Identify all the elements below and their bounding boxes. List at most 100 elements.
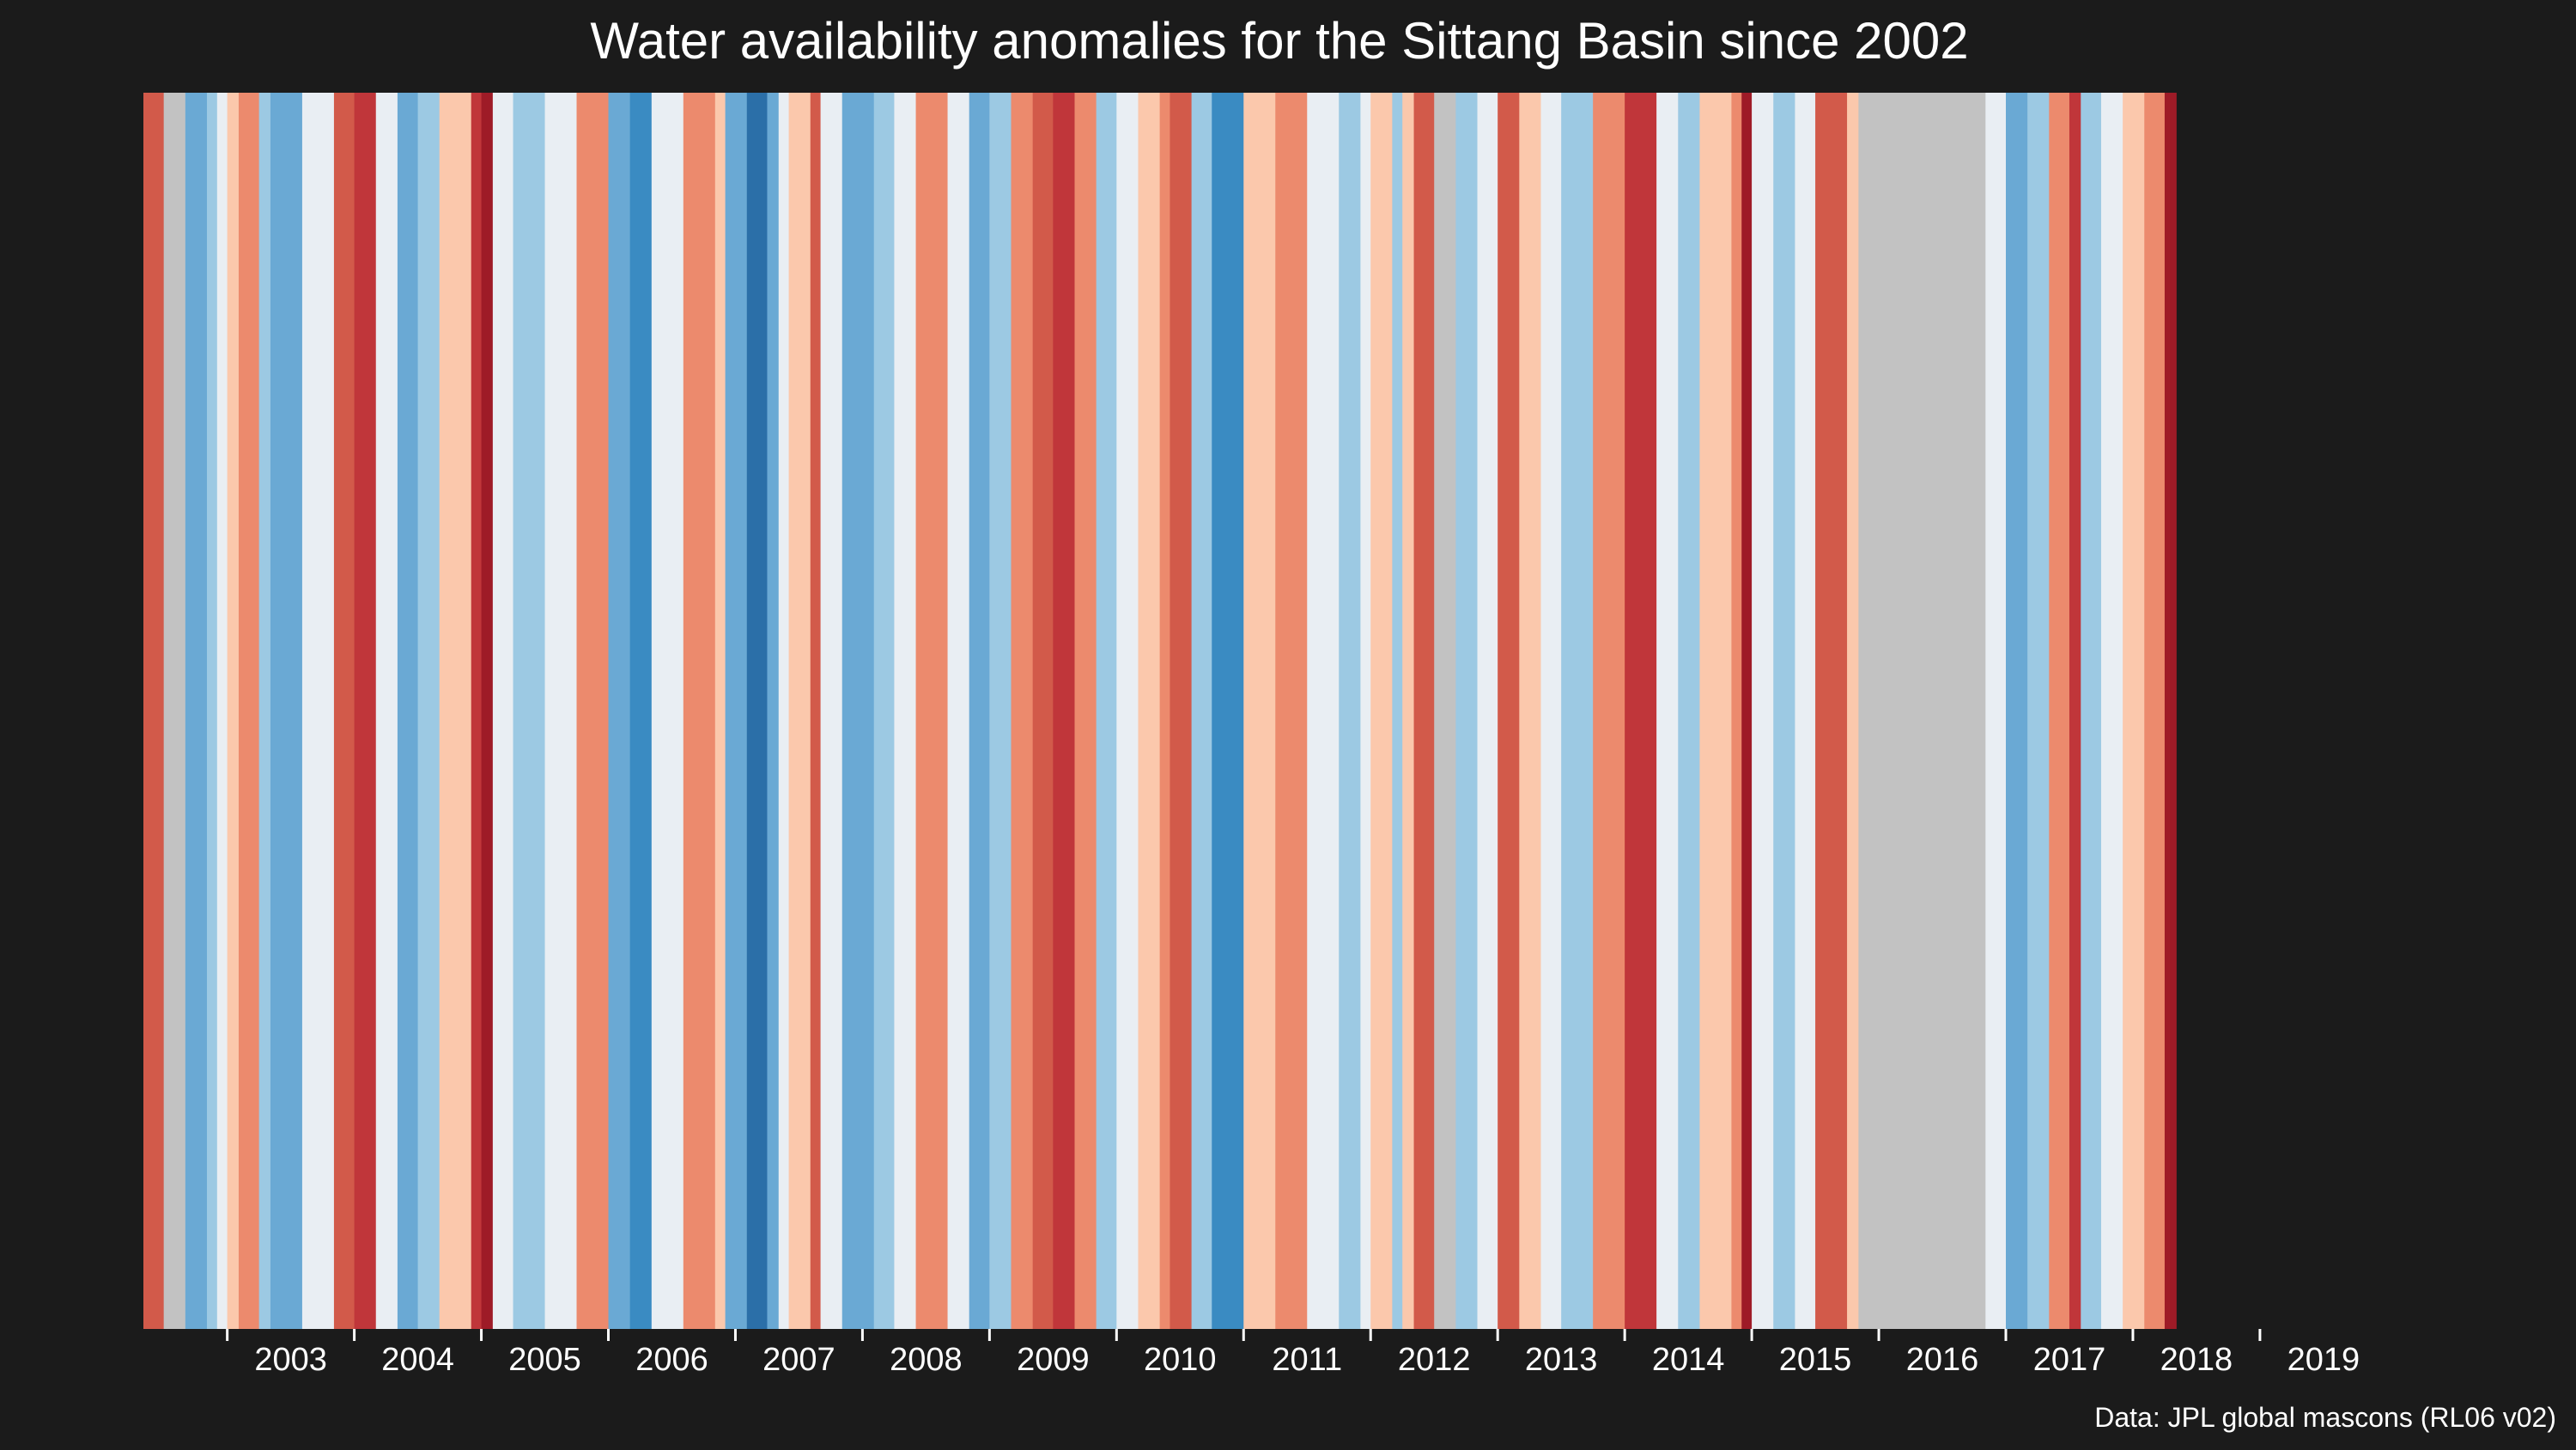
stripe — [1699, 93, 1733, 1329]
stripe — [1138, 93, 1161, 1329]
stripe — [397, 93, 419, 1329]
x-tick-label: 2003 — [254, 1342, 327, 1378]
stripe — [333, 93, 355, 1329]
data-source-caption: Data: JPL global mascons (RL06 v02) — [2094, 1402, 2556, 1433]
stripe — [576, 93, 610, 1329]
x-tick-label: 2014 — [1652, 1342, 1725, 1378]
stripe — [1519, 93, 1542, 1329]
stripes-group — [143, 93, 2177, 1329]
stripe — [1243, 93, 1276, 1329]
stripe — [375, 93, 398, 1329]
stripe — [1170, 93, 1193, 1329]
stripe — [2069, 93, 2081, 1329]
stripe — [1795, 93, 1816, 1329]
stripe — [1625, 93, 1657, 1329]
stripe — [238, 93, 260, 1329]
stripe — [1032, 93, 1054, 1329]
stripe — [481, 93, 494, 1329]
stripe — [894, 93, 917, 1329]
x-tick-label: 2017 — [2033, 1342, 2106, 1378]
stripe — [651, 93, 684, 1329]
stripe — [1096, 93, 1117, 1329]
stripe — [2006, 93, 2028, 1329]
stripe — [778, 93, 790, 1329]
stripe — [1858, 93, 1986, 1329]
stripe — [1212, 93, 1244, 1329]
stripe — [216, 93, 228, 1329]
stripe — [714, 93, 726, 1329]
x-tick-label: 2018 — [2160, 1342, 2233, 1378]
stripe — [2164, 93, 2177, 1329]
stripe — [270, 93, 303, 1329]
stripe — [1561, 93, 1594, 1329]
stripe — [2100, 93, 2123, 1329]
stripe — [2081, 93, 2102, 1329]
x-tick-label: 2016 — [1906, 1342, 1979, 1378]
stripe — [1074, 93, 1097, 1329]
stripe — [1498, 93, 1520, 1329]
stripe — [471, 93, 483, 1329]
stripe — [746, 93, 769, 1329]
stripe — [1731, 93, 1742, 1329]
stripe — [1656, 93, 1679, 1329]
stripe — [767, 93, 780, 1329]
x-tick-label: 2004 — [381, 1342, 454, 1378]
x-tick-label: 2019 — [2287, 1342, 2360, 1378]
stripe — [439, 93, 472, 1329]
stripe — [2123, 93, 2145, 1329]
stripe — [810, 93, 822, 1329]
x-tick-label: 2007 — [762, 1342, 835, 1378]
stripe — [683, 93, 716, 1329]
stripe — [206, 93, 218, 1329]
stripe — [947, 93, 970, 1329]
stripe — [1392, 93, 1403, 1329]
stripe — [915, 93, 949, 1329]
stripe — [544, 93, 578, 1329]
stripe — [1116, 93, 1139, 1329]
stripe — [1413, 93, 1435, 1329]
stripe — [1053, 93, 1076, 1329]
stripe — [1159, 93, 1171, 1329]
stripe — [1339, 93, 1361, 1329]
stripe — [417, 93, 440, 1329]
x-tick-label: 2015 — [1779, 1342, 1852, 1378]
stripe — [163, 93, 186, 1329]
x-tick-label: 2009 — [1017, 1342, 1090, 1378]
stripe — [1434, 93, 1456, 1329]
stripe — [1370, 93, 1393, 1329]
stripe — [989, 93, 1012, 1329]
stripe — [513, 93, 546, 1329]
stripe — [1455, 93, 1479, 1329]
stripe — [873, 93, 895, 1329]
stripe — [258, 93, 271, 1329]
stripe — [2144, 93, 2166, 1329]
stripe — [629, 93, 653, 1329]
stripe — [608, 93, 631, 1329]
stripe — [1275, 93, 1308, 1329]
stripe — [143, 93, 165, 1329]
x-tick-label: 2012 — [1398, 1342, 1471, 1378]
stripe — [1678, 93, 1701, 1329]
stripe — [301, 93, 335, 1329]
stripe — [1477, 93, 1498, 1329]
stripe — [1752, 93, 1774, 1329]
stripe — [1741, 93, 1753, 1329]
stripe — [1191, 93, 1212, 1329]
x-tick-label: 2013 — [1525, 1342, 1598, 1378]
stripe — [2027, 93, 2050, 1329]
stripe — [492, 93, 514, 1329]
stripe — [227, 93, 240, 1329]
stripe — [1402, 93, 1415, 1329]
stripe — [820, 93, 843, 1329]
x-tick-label: 2010 — [1144, 1342, 1217, 1378]
stripe — [1985, 93, 2007, 1329]
stripe — [969, 93, 990, 1329]
x-axis: 2003 2004 2005 2006 2007 2008 2009 2010 2011 2012… — [226, 1329, 2360, 1378]
stripe — [841, 93, 875, 1329]
x-tick-label: 2005 — [508, 1342, 581, 1378]
x-tick-label: 2011 — [1272, 1342, 1342, 1378]
stripe — [354, 93, 377, 1329]
stripe — [725, 93, 748, 1329]
